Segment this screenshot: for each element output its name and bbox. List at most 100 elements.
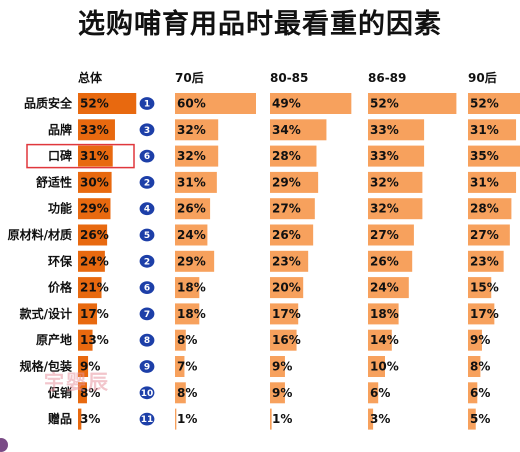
bar — [368, 303, 399, 325]
bar — [468, 356, 481, 377]
bar — [270, 145, 317, 167]
bar — [468, 408, 476, 430]
bar — [368, 277, 409, 299]
bar — [78, 382, 87, 404]
bar — [78, 93, 137, 114]
bar — [78, 408, 82, 430]
value-label: 14% — [370, 333, 399, 347]
bar — [175, 277, 200, 299]
value-label: 26% — [272, 228, 301, 242]
watermark: 宇婴辰 — [44, 370, 110, 394]
value-label: 1% — [272, 412, 292, 426]
corner-mark — [0, 438, 8, 452]
bar — [78, 303, 98, 325]
value-label: 23% — [272, 254, 301, 268]
value-label: 52% — [470, 97, 499, 111]
category-label: 款式/设计 — [20, 306, 72, 321]
bar — [368, 224, 414, 246]
bar — [368, 329, 392, 351]
bar — [175, 356, 185, 377]
rank-badge — [138, 385, 156, 401]
bar — [368, 382, 379, 404]
rank-number: 3 — [144, 126, 150, 136]
bar — [175, 171, 217, 193]
bar — [175, 303, 200, 325]
value-label: 32% — [177, 123, 206, 137]
value-label: 20% — [272, 281, 301, 295]
value-label: 6% — [470, 386, 490, 400]
value-label: 17% — [470, 307, 499, 321]
value-label: 21% — [80, 281, 109, 295]
category-label: 原材料/材质 — [8, 227, 72, 242]
value-label: 24% — [370, 281, 399, 295]
value-label: 32% — [177, 149, 206, 163]
value-label: 26% — [80, 228, 109, 242]
bar — [468, 277, 492, 299]
category-label: 品质安全 — [24, 96, 73, 111]
rank-number: 9 — [144, 363, 150, 373]
bar — [270, 171, 319, 193]
rank-number: 5 — [144, 231, 150, 241]
value-label: 33% — [80, 123, 109, 137]
bar — [368, 145, 425, 167]
bar — [468, 145, 520, 167]
bar — [270, 303, 299, 325]
value-label: 52% — [370, 97, 399, 111]
bar — [78, 145, 113, 167]
bar — [468, 224, 510, 246]
bar — [78, 277, 102, 299]
series-header: 70后 — [175, 70, 204, 85]
bar — [270, 356, 285, 377]
rank-badge — [138, 280, 156, 296]
value-label: 8% — [80, 386, 100, 400]
category-label: 促销 — [47, 385, 72, 400]
bar — [175, 198, 211, 220]
value-label: 27% — [272, 202, 301, 216]
bar — [270, 119, 327, 141]
bar — [175, 93, 256, 114]
value-label: 32% — [370, 175, 399, 189]
value-label: 23% — [470, 254, 499, 268]
rank-number: 8 — [144, 336, 150, 346]
bar — [468, 119, 517, 141]
bar — [368, 93, 457, 114]
value-label: 9% — [272, 386, 292, 400]
bar — [175, 224, 208, 246]
value-label: 13% — [80, 333, 109, 347]
value-label: 27% — [470, 228, 499, 242]
value-label: 33% — [370, 149, 399, 163]
value-label: 18% — [177, 281, 206, 295]
series-header: 总体 — [78, 70, 103, 85]
bar — [175, 382, 186, 404]
value-label: 8% — [177, 333, 197, 347]
value-label: 17% — [272, 307, 301, 321]
value-label: 9% — [470, 333, 490, 347]
rank-badge — [138, 411, 156, 427]
rank-number: 2 — [144, 178, 150, 188]
rank-number: 7 — [144, 310, 150, 320]
series-header: 90后 — [468, 70, 497, 85]
bar — [270, 382, 285, 404]
value-label: 1% — [177, 412, 197, 426]
series-header: 86-89 — [368, 71, 406, 85]
category-label: 价格 — [48, 280, 73, 295]
bar — [368, 119, 425, 141]
rank-badge — [138, 332, 156, 348]
value-label: 10% — [370, 360, 399, 374]
category-label: 原产地 — [36, 332, 72, 347]
bar — [368, 171, 423, 193]
rank-number: 6 — [144, 284, 150, 294]
value-label: 26% — [370, 254, 399, 268]
category-label: 舒适性 — [35, 174, 72, 189]
rank-badge — [138, 122, 156, 138]
value-label: 24% — [177, 228, 206, 242]
bar — [78, 329, 93, 351]
bar — [468, 198, 512, 220]
value-label: 29% — [80, 202, 109, 216]
rank-badge — [138, 201, 156, 217]
bar — [78, 198, 111, 220]
bar — [368, 408, 374, 430]
rank-badge — [138, 148, 156, 164]
rank-badge — [138, 358, 156, 375]
value-label: 3% — [370, 412, 390, 426]
